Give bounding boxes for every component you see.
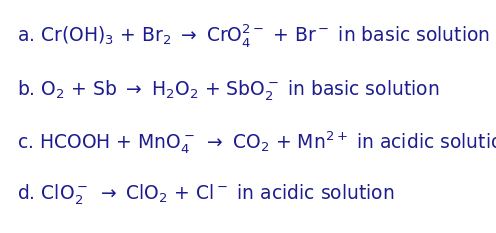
Text: d. ClO$_2^-$ $\rightarrow$ ClO$_2$ + Cl$^-$ in acidic solution: d. ClO$_2^-$ $\rightarrow$ ClO$_2$ + Cl$… (16, 183, 394, 207)
Text: a. Cr(OH)$_3$ + Br$_2$ $\rightarrow$ CrO$_4^{2-}$ + Br$^-$ in basic solution: a. Cr(OH)$_3$ + Br$_2$ $\rightarrow$ CrO… (16, 22, 490, 49)
Text: b. O$_2$ + Sb $\rightarrow$ H$_2$O$_2$ + SbO$_2^-$ in basic solution: b. O$_2$ + Sb $\rightarrow$ H$_2$O$_2$ +… (16, 78, 439, 103)
Text: c. HCOOH + MnO$_4^-$ $\rightarrow$ CO$_2$ + Mn$^{2+}$ in acidic solution: c. HCOOH + MnO$_4^-$ $\rightarrow$ CO$_2… (16, 129, 496, 156)
